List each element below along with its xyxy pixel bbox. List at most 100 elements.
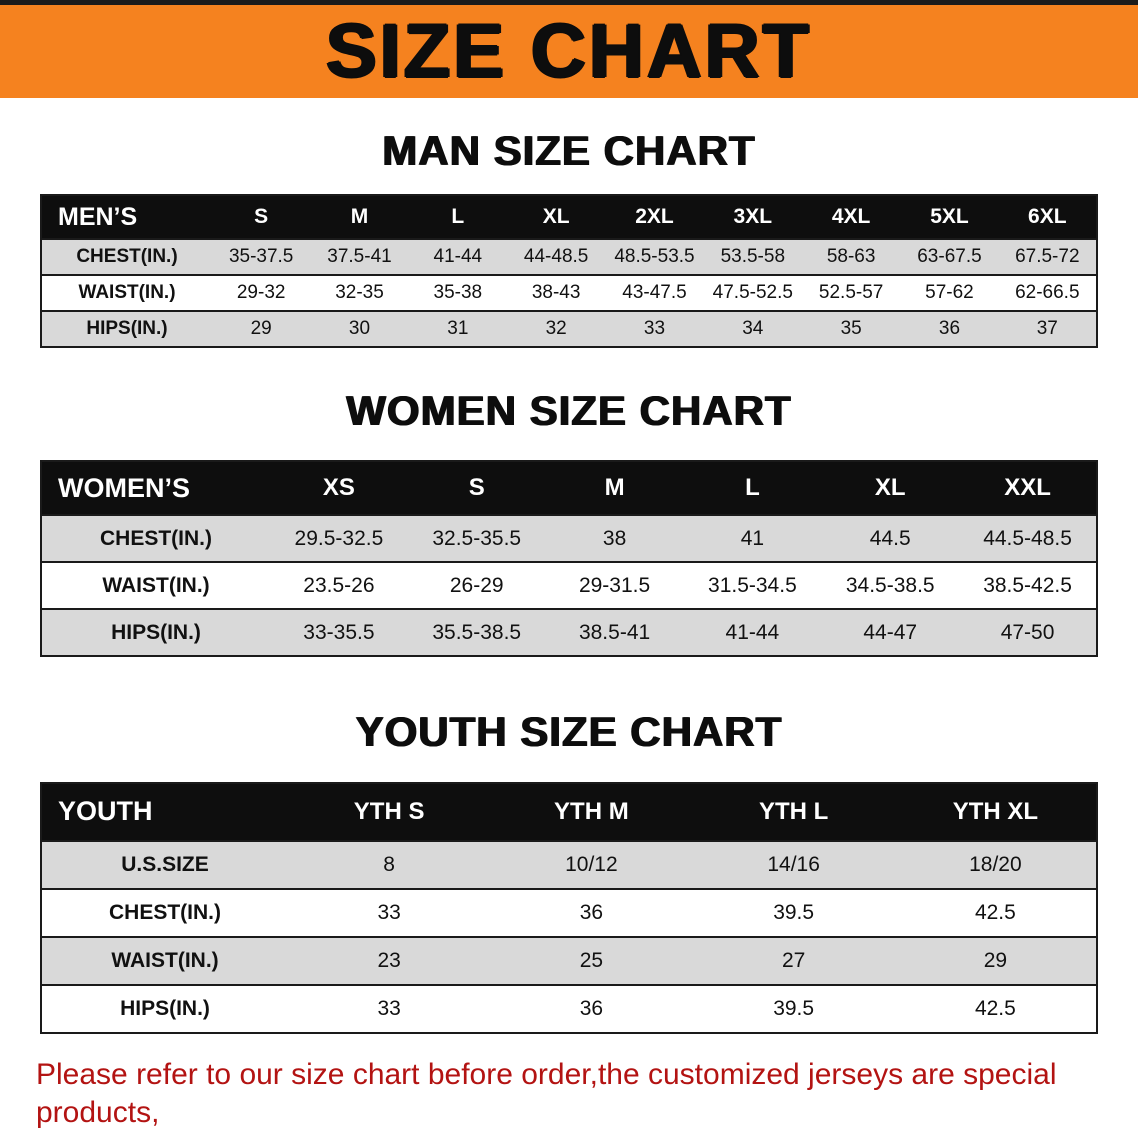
value-cell: 47.5-52.5 — [703, 274, 802, 312]
value-cell: 53.5-58 — [703, 238, 802, 276]
size-header-cell: M — [310, 195, 409, 240]
size-header-cell: S — [407, 461, 546, 516]
row-label-cell: CHEST(IN.) — [41, 514, 270, 563]
value-cell: 42.5 — [894, 983, 1097, 1033]
value-cell: 62-66.5 — [998, 274, 1097, 312]
table-title-cell: MEN’S — [41, 195, 212, 240]
value-cell: 29 — [894, 935, 1097, 985]
size-header-cell: YTH L — [692, 782, 895, 841]
table-row: CHEST(IN.) 33 36 39.5 42.5 — [41, 887, 1097, 937]
value-cell: 10/12 — [490, 839, 693, 889]
size-header-cell: YTH XL — [894, 782, 1097, 841]
value-cell: 34 — [703, 310, 802, 348]
table-row: WAIST(IN.) 23.5-26 26-29 29-31.5 31.5-34.5 34… — [41, 561, 1097, 610]
size-header-cell: XL — [821, 461, 960, 516]
men-size-table: MEN’S S M L XL 2XL 3XL 4XL 5XL 6XL CHEST(IN.) 35-37… — [40, 194, 1098, 349]
value-cell: 26-29 — [407, 561, 546, 610]
size-header-cell: 4XL — [801, 195, 901, 240]
row-label-cell: CHEST(IN.) — [41, 887, 288, 937]
row-label-cell: HIPS(IN.) — [41, 608, 270, 657]
value-cell: 30 — [310, 310, 409, 348]
table-header-row: YOUTH YTH S YTH M YTH L YTH XL — [41, 782, 1097, 841]
table-row: HIPS(IN.) 33-35.5 35.5-38.5 38.5-41 41-44 44-… — [41, 608, 1097, 657]
value-cell: 36 — [490, 983, 693, 1033]
size-header-cell: S — [212, 195, 311, 240]
value-cell: 44-48.5 — [506, 238, 606, 276]
value-cell: 67.5-72 — [998, 238, 1097, 276]
value-cell: 44.5-48.5 — [959, 514, 1097, 563]
value-cell: 58-63 — [801, 238, 901, 276]
value-cell: 48.5-53.5 — [605, 238, 704, 276]
value-cell: 34.5-38.5 — [821, 561, 960, 610]
value-cell: 38.5-41 — [545, 608, 684, 657]
table-row: CHEST(IN.) 35-37.5 37.5-41 41-44 44-48.5 48.5… — [41, 238, 1097, 276]
value-cell: 41-44 — [683, 608, 822, 657]
value-cell: 29.5-32.5 — [270, 514, 408, 563]
size-header-cell: 6XL — [998, 195, 1097, 240]
size-header-cell: YTH S — [288, 782, 491, 841]
men-section-heading: MAN SIZE CHART — [382, 127, 756, 174]
value-cell: 41-44 — [408, 238, 507, 276]
row-label-cell: U.S.SIZE — [41, 839, 288, 889]
row-label-cell: HIPS(IN.) — [41, 983, 288, 1033]
size-header-cell: 3XL — [703, 195, 802, 240]
value-cell: 37 — [998, 310, 1097, 348]
value-cell: 31 — [408, 310, 507, 348]
value-cell: 35-38 — [408, 274, 507, 312]
value-cell: 33-35.5 — [270, 608, 408, 657]
youth-size-table: YOUTH YTH S YTH M YTH L YTH XL U.S.SIZE 8 10/12… — [40, 781, 1098, 1034]
value-cell: 39.5 — [692, 887, 895, 937]
table-row: CHEST(IN.) 29.5-32.5 32.5-35.5 38 41 44.5 44.5… — [41, 514, 1097, 563]
size-header-cell: L — [408, 195, 507, 240]
value-cell: 44.5 — [821, 514, 960, 563]
value-cell: 38-43 — [506, 274, 606, 312]
table-title-cell: WOMEN’S — [41, 461, 270, 516]
value-cell: 35.5-38.5 — [407, 608, 546, 657]
value-cell: 32 — [506, 310, 606, 348]
value-cell: 63-67.5 — [900, 238, 999, 276]
row-label-cell: WAIST(IN.) — [41, 935, 288, 985]
page-title: SIZE CHART — [326, 8, 812, 94]
value-cell: 33 — [288, 983, 491, 1033]
value-cell: 31.5-34.5 — [683, 561, 822, 610]
table-header-row: WOMEN’S XS S M L XL XXL — [41, 461, 1097, 516]
value-cell: 43-47.5 — [605, 274, 704, 312]
value-cell: 36 — [490, 887, 693, 937]
value-cell: 52.5-57 — [801, 274, 901, 312]
value-cell: 8 — [288, 839, 491, 889]
men-size-section: MAN SIZE CHART MEN’S S M L XL 2XL 3XL 4XL 5XL 6XL… — [0, 127, 1138, 349]
table-row: U.S.SIZE 8 10/12 14/16 18/20 — [41, 839, 1097, 889]
youth-size-section: YOUTH SIZE CHART YOUTH YTH S YTH M YTH L YTH… — [0, 709, 1138, 1034]
value-cell: 29-32 — [212, 274, 311, 312]
value-cell: 38 — [545, 514, 684, 563]
value-cell: 33 — [605, 310, 704, 348]
value-cell: 42.5 — [894, 887, 1097, 937]
value-cell: 38.5-42.5 — [959, 561, 1097, 610]
size-header-cell: M — [545, 461, 684, 516]
women-size-table: WOMEN’S XS S M L XL XXL CHEST(IN.) 29.5-32.5 32.5… — [40, 460, 1098, 658]
row-label-cell: WAIST(IN.) — [41, 561, 270, 610]
value-cell: 39.5 — [692, 983, 895, 1033]
value-cell: 23.5-26 — [270, 561, 408, 610]
table-row: HIPS(IN.) 33 36 39.5 42.5 — [41, 983, 1097, 1033]
value-cell: 57-62 — [900, 274, 999, 312]
table-header-row: MEN’S S M L XL 2XL 3XL 4XL 5XL 6XL — [41, 195, 1097, 240]
size-header-cell: 2XL — [605, 195, 704, 240]
size-header-cell: XL — [506, 195, 606, 240]
size-header-cell: YTH M — [490, 782, 693, 841]
top-border-strip — [0, 0, 1138, 5]
value-cell: 35-37.5 — [212, 238, 311, 276]
disclaimer: Please refer to our size chart before or… — [0, 1034, 1138, 1132]
value-cell: 37.5-41 — [310, 238, 409, 276]
size-header-cell: XXL — [959, 461, 1097, 516]
value-cell: 36 — [900, 310, 999, 348]
size-header-cell: XS — [270, 461, 408, 516]
table-row: WAIST(IN.) 23 25 27 29 — [41, 935, 1097, 985]
row-label-cell: CHEST(IN.) — [41, 238, 212, 276]
value-cell: 47-50 — [959, 608, 1097, 657]
size-header-cell: L — [683, 461, 822, 516]
value-cell: 27 — [692, 935, 895, 985]
title-banner: SIZE CHART — [0, 5, 1138, 98]
value-cell: 35 — [801, 310, 901, 348]
